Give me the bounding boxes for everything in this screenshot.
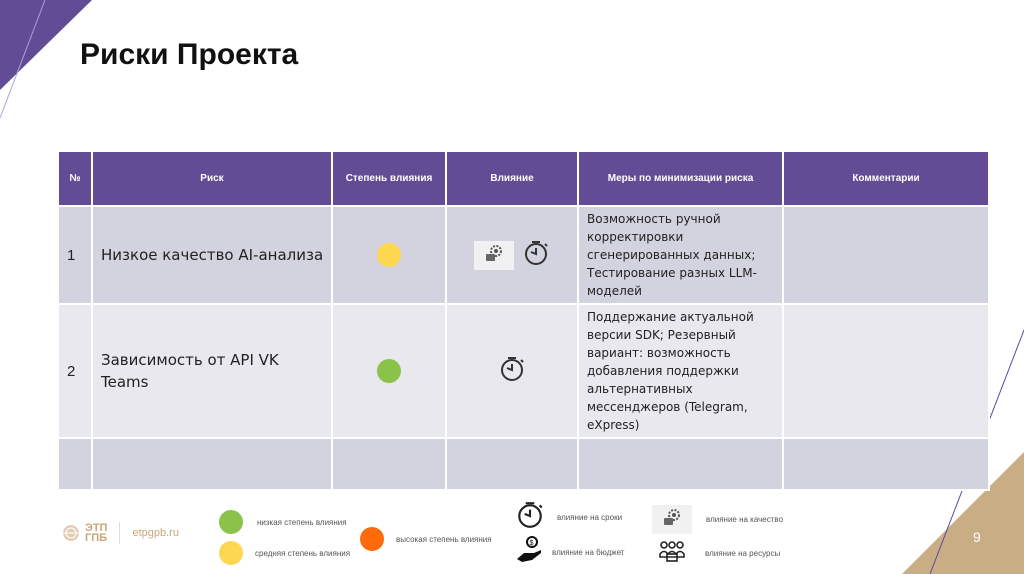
risk-table: № Риск Степень влияния Влияние Меры по м… (57, 150, 990, 491)
severity-low-dot (377, 359, 401, 383)
logo-line-1: ЭТП (85, 522, 108, 534)
impact-cell (445, 205, 579, 305)
legend-label: средняя степень влияния (255, 548, 351, 558)
logo-line-2: ГПБ (85, 532, 108, 544)
legend-low: низкая степень влияния (219, 510, 347, 534)
legend-high: высокая степень влияния (360, 527, 492, 551)
low-severity-dot (219, 510, 243, 534)
globe-logo-icon (63, 525, 79, 541)
legend-medium: средняя степень влияния (219, 541, 350, 565)
severity-medium-dot (377, 243, 401, 267)
page-title: Риски Проекта (80, 38, 299, 71)
money-hand-icon: $ (514, 535, 544, 570)
legend-label: влияние на ресурсы (705, 549, 781, 558)
comment-cell (782, 437, 990, 491)
table-row: 1 Низкое качество AI-анализа Возможность… (57, 205, 990, 305)
risk-name (91, 437, 333, 491)
medium-severity-dot (219, 541, 243, 565)
stopwatch-icon (498, 355, 526, 388)
quality-icon (473, 240, 514, 270)
table-row: 2 Зависимость от API VK Teams Поддержани… (57, 303, 990, 439)
row-number: 2 (57, 303, 93, 439)
legend-label: высокая степень влияния (396, 534, 492, 544)
comment-cell (782, 205, 990, 305)
header-num: № (57, 150, 93, 207)
header-severity: Степень влияния (331, 150, 447, 207)
legend-label: низкая степень влияния (257, 517, 347, 527)
high-severity-dot (360, 527, 384, 551)
legend-label: влияние на сроки (557, 513, 623, 522)
header-impact: Влияние (445, 150, 579, 207)
legend-deadline: влияние на сроки (515, 500, 622, 535)
logo-divider (119, 522, 121, 544)
row-number (57, 437, 93, 491)
mitigation-measures (577, 437, 784, 491)
people-icon (657, 540, 687, 567)
legend-resources: влияние на ресурсы (657, 540, 780, 567)
legend-budget: $ влияние на бюджет (514, 535, 624, 570)
risk-name: Зависимость от API VK Teams (91, 303, 333, 439)
impact-cell (445, 437, 579, 491)
table-row (57, 437, 990, 491)
gear-hand-icon (652, 505, 692, 534)
header-measures: Меры по минимизации риска (577, 150, 784, 207)
legend-label: влияние на качество (706, 515, 784, 524)
table-header-row: № Риск Степень влияния Влияние Меры по м… (57, 150, 990, 207)
risk-name: Низкое качество AI-анализа (91, 205, 333, 305)
legend-label: влияние на бюджет (552, 548, 625, 557)
mitigation-measures: Поддержание актуальной версии SDK; Резер… (577, 303, 784, 439)
comment-cell (782, 303, 990, 439)
legend-quality: влияние на качество (652, 505, 783, 534)
severity-cell (331, 205, 447, 305)
svg-text:$: $ (530, 540, 534, 547)
stopwatch-icon (515, 500, 545, 535)
mitigation-measures: Возможность ручной корректировки сгенери… (577, 205, 784, 305)
footer-logo: ЭТП ГПБ etpgpb.ru (62, 522, 179, 544)
stopwatch-icon (522, 239, 550, 272)
site-link[interactable]: etpgpb.ru (132, 527, 179, 539)
severity-cell (331, 303, 447, 439)
page-number: 9 (973, 529, 981, 545)
row-number: 1 (57, 205, 93, 305)
severity-cell (331, 437, 447, 491)
impact-cell (445, 303, 579, 439)
header-comments: Комментарии (782, 150, 990, 207)
header-risk: Риск (91, 150, 333, 207)
